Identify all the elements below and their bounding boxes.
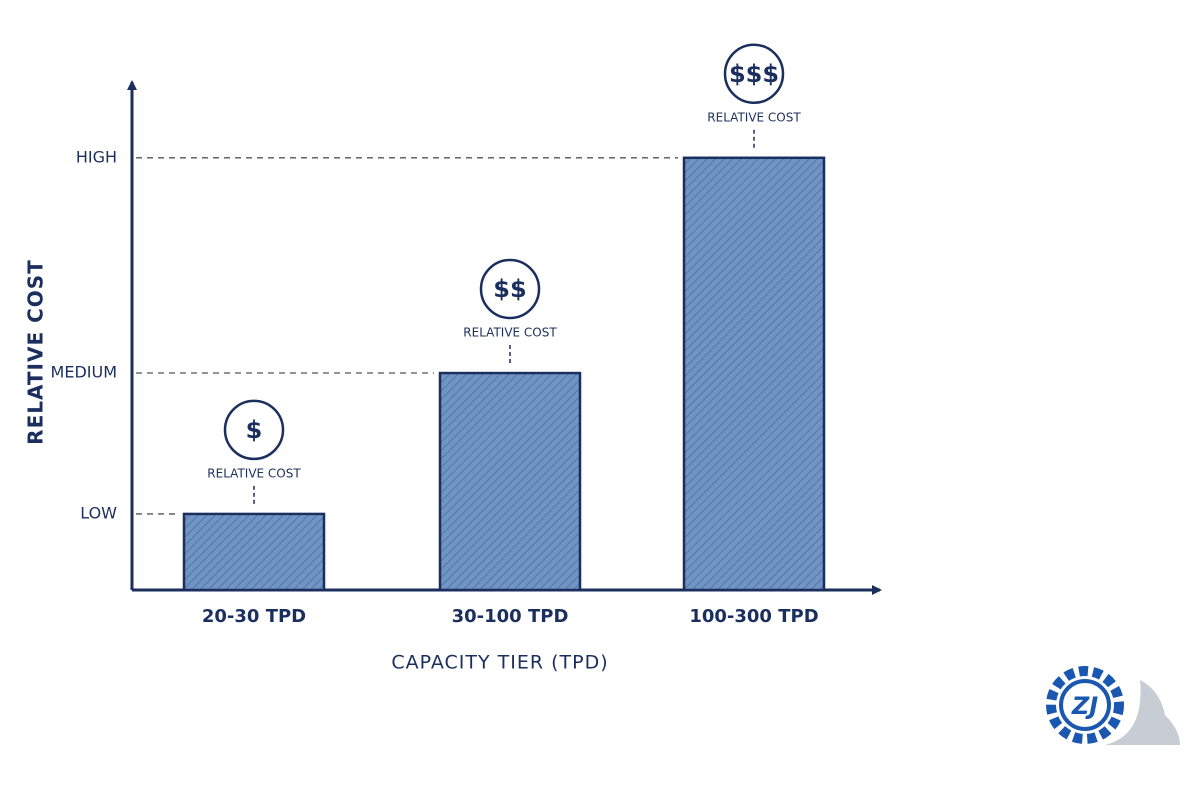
bar [438,371,582,592]
annotation-icon [223,399,285,461]
y-axis-title: RELATIVE COST [24,259,48,445]
x-tick-label: 20-30 TPD [202,606,306,627]
bar [182,512,326,592]
annotation-label: RELATIVE COST [207,466,301,480]
x-tick-label: 30-100 TPD [452,606,569,627]
y-tick-label: LOW [80,503,117,522]
annotation-icon [479,258,541,320]
logo-text: ZJ [1071,692,1098,720]
annotation-icon [723,43,785,105]
bar [682,156,826,592]
logo-gear [1046,666,1124,744]
annotation-label: RELATIVE COST [707,110,801,124]
annotation-symbol: $$ [493,275,526,303]
x-axis-title: CAPACITY TIER (TPD) [391,652,608,674]
annotation-symbol: $$$ [729,60,779,88]
logo: ZJ [1046,666,1180,745]
x-tick-label: 100-300 TPD [689,606,818,627]
y-tick-label: MEDIUM [51,363,117,382]
y-tick-label: HIGH [76,147,117,166]
annotation-symbol: $ [246,416,263,444]
logo-ring [1059,679,1111,731]
annotation-label: RELATIVE COST [463,326,557,340]
logo-swoosh [1105,680,1180,745]
